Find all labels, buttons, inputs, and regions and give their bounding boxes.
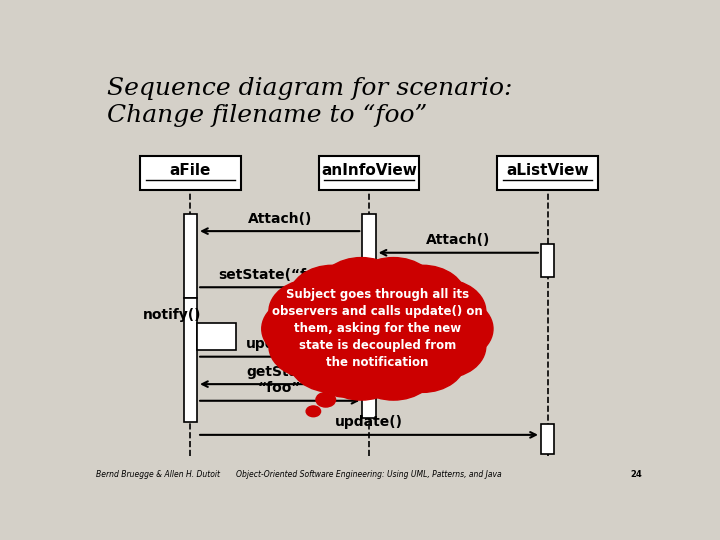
Bar	[362, 214, 376, 273]
Bar	[184, 214, 197, 298]
Circle shape	[328, 377, 355, 397]
Circle shape	[318, 335, 405, 400]
Circle shape	[269, 279, 356, 344]
Text: Object-Oriented Software Engineering: Using UML, Patterns, and Java: Object-Oriented Software Engineering: Us…	[236, 469, 502, 478]
Circle shape	[269, 314, 356, 379]
Circle shape	[306, 406, 320, 417]
Circle shape	[289, 328, 376, 393]
Text: notify(): notify()	[143, 308, 202, 322]
Text: Bernd Bruegge & Allen H. Dutoit: Bernd Bruegge & Allen H. Dutoit	[96, 469, 220, 478]
Text: aFile: aFile	[170, 163, 211, 178]
Bar	[541, 424, 554, 454]
Bar	[197, 322, 236, 349]
Bar	[140, 156, 240, 190]
Bar	[319, 156, 419, 190]
Text: Attach(): Attach()	[248, 212, 312, 226]
Circle shape	[289, 265, 376, 330]
Circle shape	[399, 279, 486, 344]
Circle shape	[318, 258, 405, 322]
Circle shape	[350, 258, 437, 322]
Circle shape	[262, 296, 348, 361]
Circle shape	[379, 328, 466, 393]
Text: getState(): getState()	[246, 364, 327, 379]
Bar	[362, 348, 376, 418]
Bar	[498, 156, 598, 190]
Text: Sequence diagram for scenario:
Change filename to “foo”: Sequence diagram for scenario: Change fi…	[107, 77, 512, 127]
Text: aListView: aListView	[506, 163, 589, 178]
Bar	[541, 244, 554, 277]
Bar	[184, 298, 197, 422]
Circle shape	[399, 314, 486, 379]
Circle shape	[406, 296, 493, 361]
Text: “foo”: “foo”	[258, 381, 302, 395]
Circle shape	[379, 265, 466, 330]
Text: update(): update()	[335, 415, 403, 429]
Circle shape	[350, 335, 437, 400]
Text: update(): update()	[246, 338, 314, 352]
Text: anInfoView: anInfoView	[321, 163, 417, 178]
Text: 24: 24	[631, 469, 642, 478]
Text: setState(“foo”): setState(“foo”)	[218, 268, 341, 282]
Ellipse shape	[303, 292, 451, 366]
Text: Attach(): Attach()	[426, 233, 490, 247]
Circle shape	[316, 393, 336, 407]
Text: Subject goes through all its
observers and calls update() on
them, asking for th: Subject goes through all its observers a…	[272, 288, 482, 369]
